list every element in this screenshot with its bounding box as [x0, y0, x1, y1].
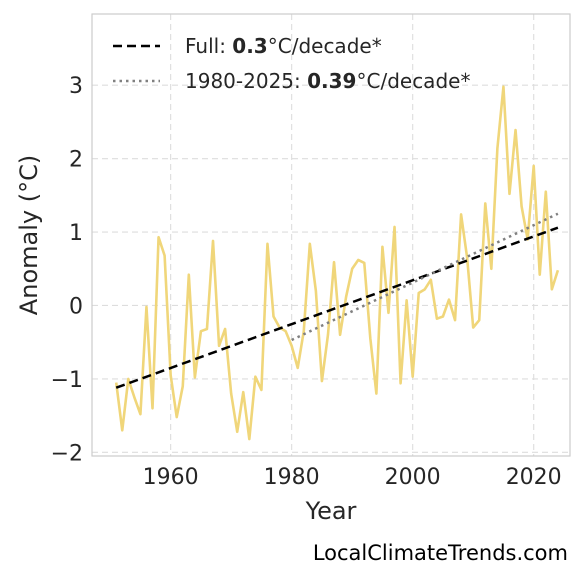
grid	[92, 14, 570, 456]
plot-frame	[91, 13, 571, 457]
x-tick-label: 2020	[506, 465, 562, 490]
legend: Full: 0.3°C/decade* 1980-2025: 0.39°C/de…	[113, 34, 470, 93]
y-tick-label: 3	[69, 74, 83, 99]
full-trend-line	[115, 226, 559, 389]
legend-recent-name: 1980-2025:	[185, 69, 301, 93]
y-tick-label: 0	[69, 294, 83, 319]
x-axis-label: Year	[305, 497, 357, 525]
legend-full-name: Full:	[185, 34, 226, 58]
legend-recent-rate: 0.39	[307, 69, 356, 93]
legend-full-rate: 0.3	[232, 34, 267, 58]
legend-entry-full: Full: 0.3°C/decade*	[185, 34, 382, 58]
legend-full-unit: °C/decade*	[268, 34, 382, 58]
anomaly-series-line	[114, 85, 560, 441]
y-tick-label: 1	[69, 221, 83, 246]
y-tick-label: −2	[51, 441, 83, 466]
y-axis-label: Anomaly (°C)	[15, 155, 43, 315]
legend-entry-recent: 1980-2025: 0.39°C/decade*	[185, 69, 470, 93]
series-layer	[114, 85, 560, 441]
legend-recent-unit: °C/decade*	[356, 69, 470, 93]
y-tick-label: −1	[51, 368, 83, 393]
site-credit: LocalClimateTrends.com	[313, 541, 568, 565]
x-tick-label: 1980	[264, 465, 320, 490]
x-tick-label: 1960	[143, 465, 199, 490]
y-tick-label: 2	[69, 148, 83, 173]
tick-labels: 1960 1980 2000 2020 −2 −1 0 1 2 3	[51, 74, 562, 490]
x-tick-label: 2000	[385, 465, 441, 490]
